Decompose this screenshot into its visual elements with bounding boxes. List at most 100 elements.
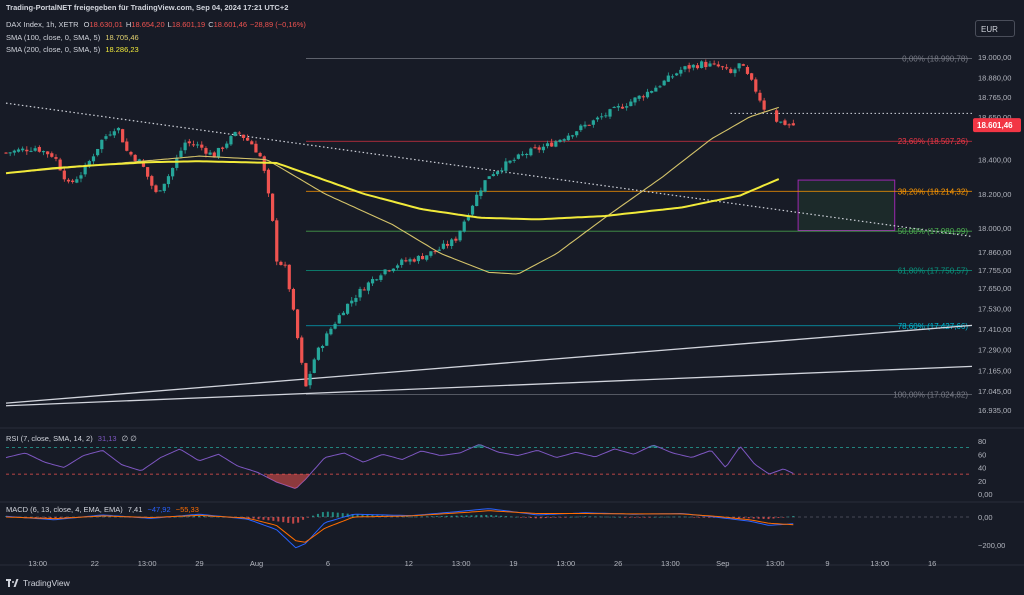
macd-histogram-bar [450,515,453,517]
macd-histogram-bar [34,517,37,518]
macd-histogram-bar [49,517,52,518]
macd-histogram-bar [500,515,503,517]
macd-histogram-bar [272,517,275,521]
candle-body [458,230,462,241]
candle-body [487,176,491,179]
candle-body [516,154,520,159]
macd-histogram-bar [618,516,621,518]
candle-body [246,137,250,141]
candle-body [695,65,700,69]
candle-body [66,179,71,182]
share-title: Trading-PortalNET freigegeben für Tradin… [6,3,289,12]
candle-body [320,346,325,349]
fib-level-label: 61,80% (17.750,57) [898,267,969,276]
candle-body [370,279,375,284]
candle-body [325,333,329,346]
macd-histogram-bar [539,517,542,519]
macd-value-line: −47,92 [147,505,171,514]
candle-body [196,144,200,146]
candle-body [241,134,246,138]
last-price-badge [973,118,1021,133]
tradingview-logo: TradingView [6,578,70,588]
candle-body [37,146,41,152]
macd-histogram-bar [326,511,329,517]
macd-histogram-bar [247,517,250,519]
trendline [5,365,973,407]
macd-histogram-bar [544,517,547,519]
ohlc-item: H18.654,20 [125,20,165,29]
candle-body [737,63,741,69]
candle-body [366,282,371,291]
price-axis-tick: 17.290,00 [978,345,1011,354]
candle-body [562,139,566,141]
macd-histogram-bar [188,516,191,517]
macd-histogram-bar [277,517,280,522]
candle-body [558,139,562,143]
candle-body [216,147,221,158]
macd-histogram-bar [708,517,711,518]
rsi-extra: ∅ ∅ [121,434,137,443]
time-axis-label: 13:00 [766,559,785,568]
candle-body [8,152,12,154]
candle-body [96,148,100,156]
candle-body [433,251,437,253]
candle-body [329,328,333,335]
rsi-line [5,444,794,489]
candle-body [620,106,625,109]
time-axis-label: 22 [91,559,99,568]
candle-body [300,337,304,363]
macd-histogram-bar [415,516,418,518]
time-axis-label: 29 [195,559,203,568]
candle-body [221,147,225,149]
rsi-overbought-fill [464,444,485,448]
candle-body [625,106,629,108]
macd-histogram-bar [316,513,319,517]
macd-histogram-bar [54,517,57,519]
candle-body [304,363,308,387]
candle-body [125,141,129,151]
candle-body [116,127,121,131]
candle-body [41,151,46,153]
candle-body [291,288,296,310]
candle-body [179,150,183,157]
rsi-oversold-fill [266,474,311,489]
macd-histogram-bar [257,517,260,520]
macd-histogram-bar [262,517,265,520]
candle-body [762,100,766,110]
macd-histogram-bar [465,515,468,517]
candle-body [462,221,466,232]
candle-body [158,190,162,192]
price-axis-tick: 16.935,00 [978,406,1011,415]
candle-body [500,170,504,172]
macd-value-hist: 7,41 [127,505,143,514]
rsi-overbought-fill [638,445,659,448]
fib-level-label: 23,60% (18.507,26) [898,137,969,146]
candle-body [591,120,595,125]
candle-body [191,144,196,146]
macd-histogram-bar [445,515,448,517]
candle-body [225,143,229,148]
price-axis-tick: 18.400,00 [978,156,1011,165]
candle-body [683,66,687,70]
candle-body [633,97,637,103]
macd-histogram-bar [564,517,567,518]
macd-histogram-bar [406,516,409,518]
macd-histogram-bar [554,517,557,518]
candle-body [412,259,416,262]
price-axis-tick: 17.410,00 [978,325,1011,334]
macd-histogram-bar [772,517,775,519]
time-axis-label: 13:00 [452,559,471,568]
currency-selector[interactable]: EUR [975,20,1015,37]
macd-histogram-bar [178,516,181,518]
candle-body [345,303,350,314]
macd-histogram-bar [787,516,790,518]
candle-body [416,255,420,262]
macd-histogram-bar [346,513,349,517]
candle-body [716,64,720,67]
macd-histogram-bar [505,516,508,517]
candle-body [687,65,691,69]
candle-body [533,147,537,149]
candle-body [62,170,66,180]
candle-body [162,183,166,191]
macd-histogram-bar [569,516,572,518]
